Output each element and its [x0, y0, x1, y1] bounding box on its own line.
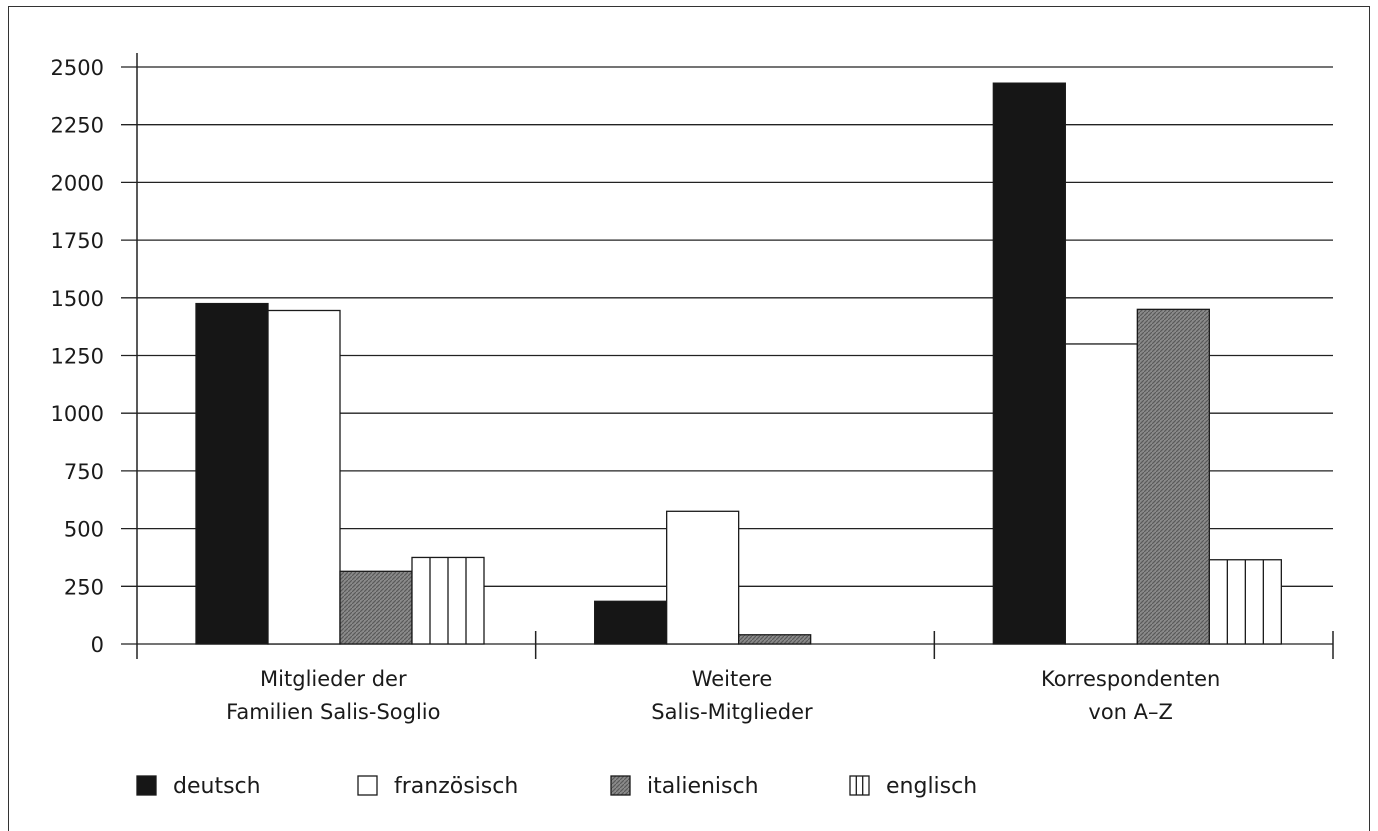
- legend-item: deutsch: [136, 774, 261, 799]
- bar-rect: [1136, 308, 1210, 645]
- legend-swatch: [610, 775, 631, 796]
- y-tick-label: 1250: [51, 345, 104, 369]
- category-label: von A–Z: [1088, 700, 1173, 724]
- y-tick-label: 0: [91, 633, 104, 657]
- y-tick-label: 2000: [51, 171, 104, 195]
- bar-rect: [992, 82, 1066, 645]
- y-tick-label: 2250: [51, 114, 104, 138]
- legend-item: englisch: [849, 774, 977, 799]
- bars: [195, 82, 1282, 645]
- axes: [136, 53, 1334, 659]
- bar: [1064, 343, 1138, 645]
- bar: [411, 556, 485, 645]
- bar: [666, 510, 740, 645]
- category-label: Korrespondenten: [1041, 667, 1220, 691]
- legend-item: italienisch: [610, 774, 759, 799]
- bar: [267, 309, 341, 645]
- legend-label: englisch: [886, 774, 977, 799]
- bar-rect: [339, 570, 413, 645]
- category-label: Familien Salis-Soglio: [226, 700, 440, 724]
- bar-rect: [666, 510, 740, 645]
- chart-frame: [8, 6, 1370, 831]
- category-label: Mitglieder der: [260, 667, 407, 691]
- legend-swatch: [849, 775, 870, 796]
- legend-label: französisch: [394, 774, 518, 799]
- bar: [1208, 559, 1282, 645]
- category-label: Salis-Mitglieder: [651, 700, 813, 724]
- legend-swatch: [136, 775, 157, 796]
- bar: [738, 634, 812, 645]
- legend-item: französisch: [357, 774, 518, 799]
- y-tick-label: 250: [64, 575, 104, 599]
- bar: [594, 600, 668, 645]
- legend-label: italienisch: [647, 774, 759, 799]
- bar: [195, 302, 269, 645]
- legend-label: deutsch: [173, 774, 261, 799]
- bar-rect: [594, 600, 668, 645]
- y-tick-label: 1750: [51, 229, 104, 253]
- legend-swatch: [357, 775, 378, 796]
- category-label: Weitere: [692, 667, 773, 691]
- legend: deutsch französisch italienisch englisch: [136, 774, 977, 799]
- category-labels: Mitglieder der Familien Salis-Soglio Weite…: [226, 667, 1220, 724]
- y-tick-labels: 0 250 500 750 1000 1250 1500 1750 2000 2250 2500: [51, 56, 104, 657]
- y-tick-label: 2500: [51, 56, 104, 80]
- bar-rect: [195, 302, 269, 645]
- bar-rect: [267, 309, 341, 645]
- y-tick-label: 750: [64, 460, 104, 484]
- y-tick-label: 1500: [51, 287, 104, 311]
- bar: [339, 570, 413, 645]
- bar-rect: [1064, 343, 1138, 645]
- y-tick-label: 1000: [51, 402, 104, 426]
- bar: [1136, 308, 1210, 645]
- bar-rect: [738, 634, 812, 645]
- bar: [992, 82, 1066, 645]
- y-tick-label: 500: [64, 518, 104, 542]
